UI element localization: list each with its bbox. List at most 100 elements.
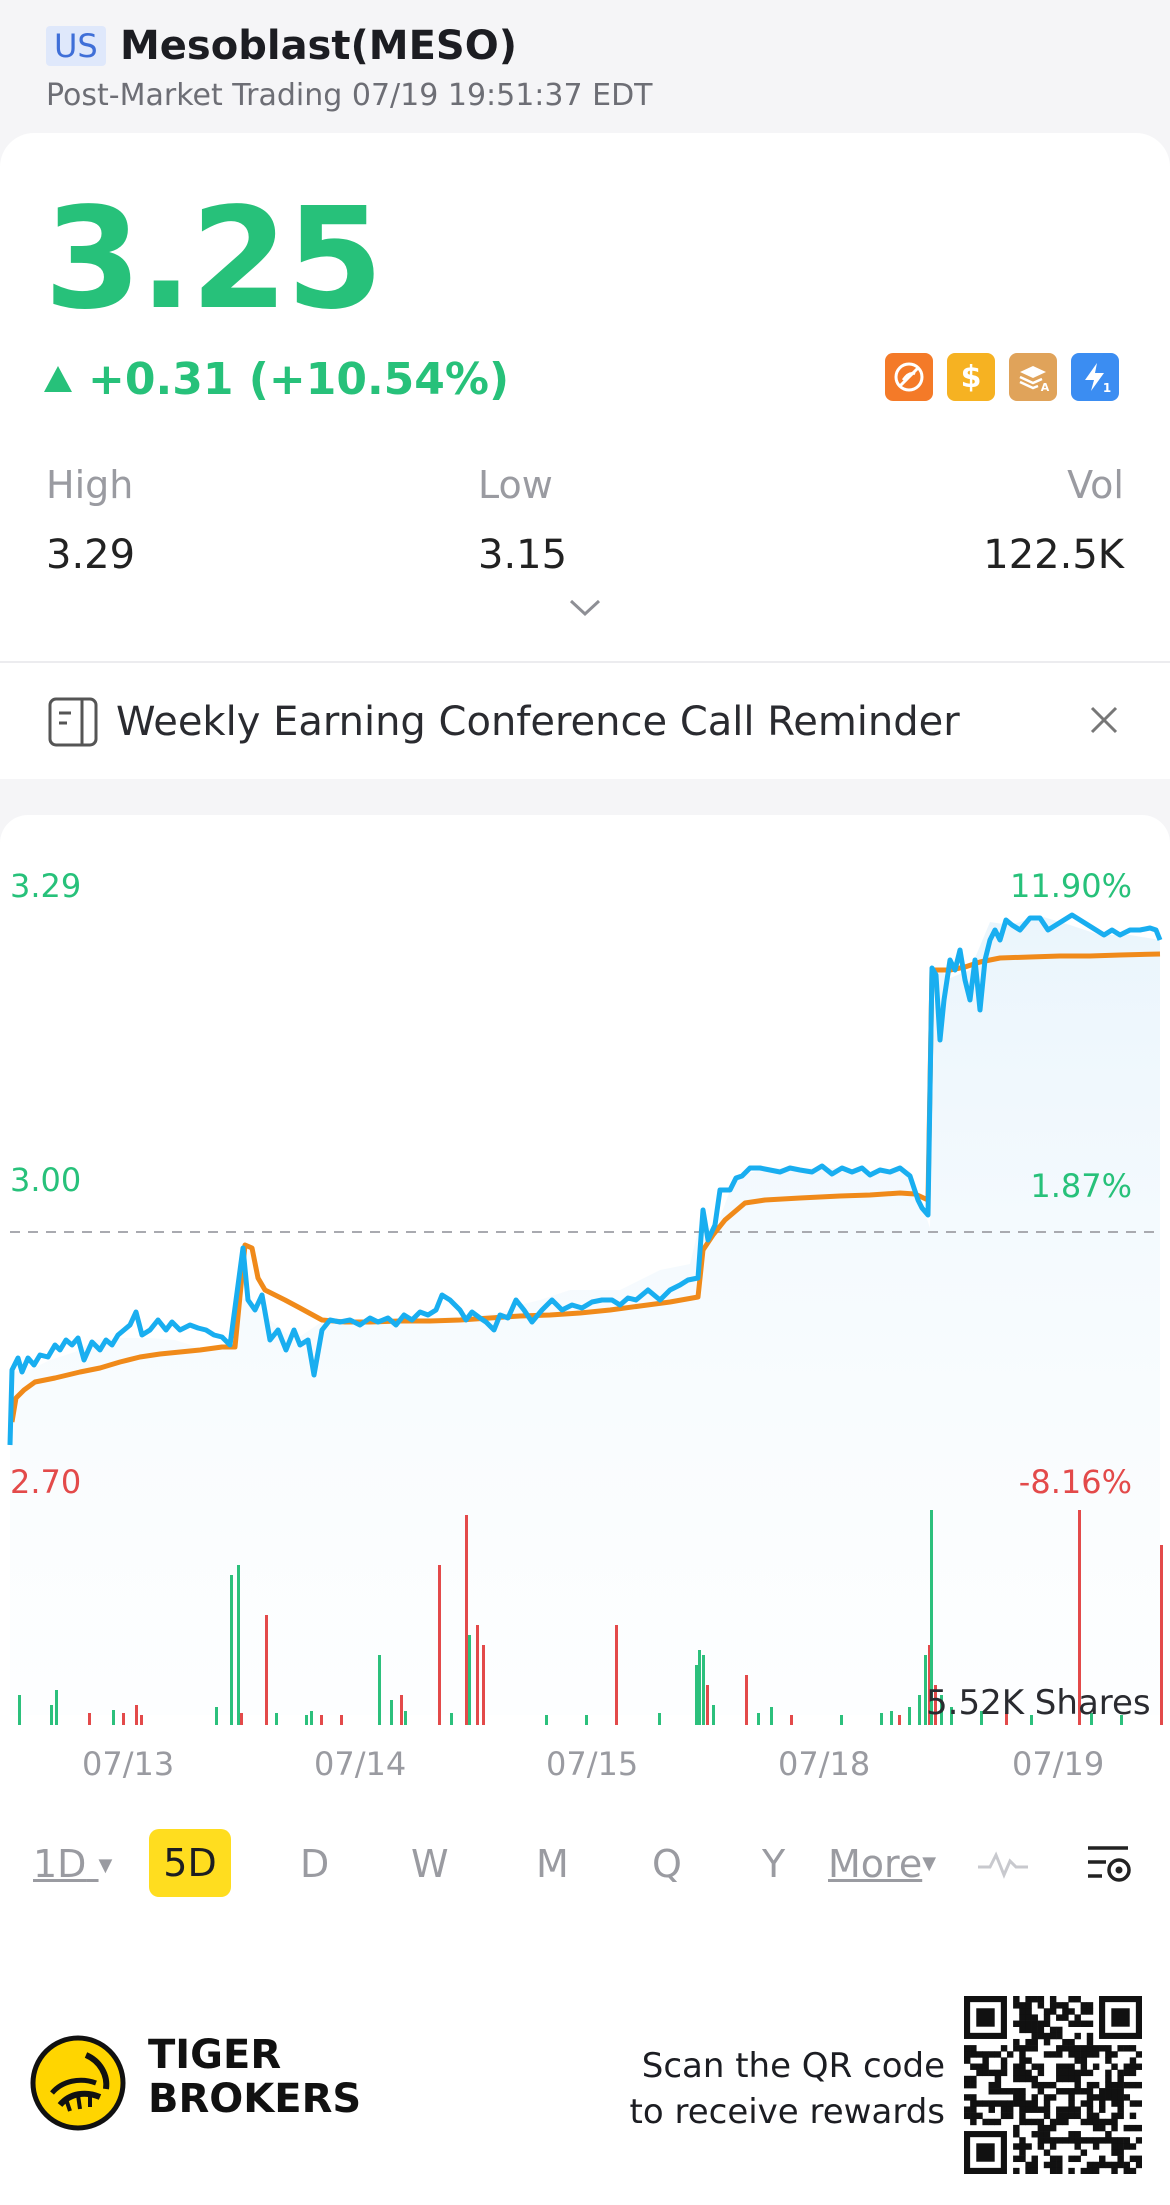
period-m[interactable]: M (536, 1842, 569, 1886)
dollar-icon[interactable]: $ (947, 353, 995, 401)
volume-bar (468, 1635, 471, 1725)
qr-code (964, 1996, 1142, 2174)
indicator-wave-icon[interactable] (976, 1845, 1030, 1885)
date-label: 07/15 (546, 1745, 639, 1783)
svg-text:$: $ (961, 360, 982, 394)
period-d[interactable]: D (300, 1842, 330, 1886)
volume-bar (770, 1707, 773, 1725)
period-5d[interactable]: 5D (149, 1829, 231, 1897)
y-top-price: 3.29 (10, 867, 82, 905)
chart-settings-icon[interactable] (1084, 1840, 1134, 1890)
high-value: 3.29 (46, 532, 136, 578)
stack-a-icon[interactable]: A (1009, 353, 1057, 401)
volume-bar (706, 1685, 709, 1725)
period-more[interactable]: More▼ (828, 1839, 936, 1889)
caret-down-icon: ▼ (98, 1855, 113, 1876)
volume-label: 5.52K Shares (926, 1683, 1151, 1723)
volume-bar (908, 1707, 911, 1725)
volume-bar (1090, 1713, 1093, 1725)
volume-bar (340, 1715, 343, 1725)
volume-bar (237, 1565, 240, 1725)
volume-bar (265, 1615, 268, 1725)
svg-text:1: 1 (1103, 381, 1111, 394)
volume-bar (545, 1715, 548, 1725)
scan-text: Scan the QR code to receive rewards (600, 2043, 945, 2135)
volume-bar (1078, 1510, 1081, 1725)
reminder-text[interactable]: Weekly Earning Conference Call Reminder (116, 699, 960, 745)
volume-bar (122, 1713, 125, 1725)
period-1d[interactable]: 1D ▼ (33, 1839, 112, 1891)
brand-line-2: BROKERS (148, 2076, 362, 2122)
date-label: 07/19 (1012, 1745, 1105, 1783)
stock-title[interactable]: Mesoblast(MESO) (120, 23, 517, 69)
volume-bar (934, 1685, 937, 1725)
high-label: High (46, 463, 134, 507)
volume-bar (898, 1715, 901, 1725)
date-label: 07/13 (82, 1745, 175, 1783)
volume-bar (465, 1515, 468, 1725)
no-short-icon[interactable] (885, 353, 933, 401)
period-y[interactable]: Y (762, 1842, 786, 1886)
section-gap (0, 779, 1170, 815)
volume-bar (140, 1715, 143, 1725)
volume-chart (18, 1510, 1163, 1725)
volume-bar (1030, 1715, 1033, 1725)
volume-bar (275, 1713, 278, 1725)
market-badge: US (46, 26, 106, 66)
volume-bar (585, 1715, 588, 1725)
price-area-fill (10, 916, 1160, 1715)
vol-value: 122.5K (983, 532, 1124, 578)
date-label: 07/18 (778, 1745, 871, 1783)
calendar-note-icon (46, 695, 100, 753)
volume-bar (438, 1565, 441, 1725)
volume-bar (658, 1713, 661, 1725)
volume-bar (88, 1713, 91, 1725)
period-q[interactable]: Q (652, 1842, 682, 1886)
y-top-pct: 11.90% (1009, 867, 1132, 905)
volume-bar (1120, 1715, 1123, 1725)
y-mid-price: 3.00 (10, 1161, 82, 1199)
up-arrow-icon (44, 366, 72, 392)
divider (0, 661, 1170, 663)
volume-bar (930, 1510, 933, 1725)
volume-bar (240, 1713, 243, 1725)
volume-bar (378, 1655, 381, 1725)
volume-bar (1005, 1713, 1008, 1725)
volume-bar (695, 1665, 698, 1725)
lightning-1-icon[interactable]: 1 (1071, 353, 1119, 401)
volume-bar (135, 1705, 138, 1725)
chevron-down-icon[interactable] (569, 598, 601, 622)
last-price: 3.25 (44, 178, 383, 341)
price-change: +0.31 (+10.54%) (44, 352, 509, 408)
price-line (7, 912, 1163, 1446)
volume-bar (757, 1713, 760, 1725)
volume-bar (698, 1650, 701, 1725)
header (0, 0, 1170, 130)
svg-text:A: A (1041, 381, 1050, 394)
volume-bar (702, 1655, 705, 1725)
period-1d-label: 1D (33, 1842, 87, 1886)
volume-bar (50, 1705, 53, 1725)
volume-bar (320, 1715, 323, 1725)
scan-line-2: to receive rewards (629, 2092, 945, 2132)
low-value: 3.15 (478, 532, 568, 578)
volume-bar (55, 1690, 58, 1725)
scan-line-1: Scan the QR code (641, 2046, 945, 2086)
y-mid-pct: 1.87% (1030, 1167, 1132, 1205)
feature-badges: $ A 1 (885, 353, 1130, 403)
volume-bar (310, 1711, 313, 1725)
reminder-bar[interactable] (0, 663, 1170, 779)
volume-bar (482, 1645, 485, 1725)
volume-bar (712, 1705, 715, 1725)
volume-bar (215, 1707, 218, 1725)
volume-bar (924, 1655, 927, 1725)
period-w[interactable]: W (411, 1842, 449, 1886)
y-bot-pct: -8.16% (1018, 1463, 1132, 1501)
volume-bar (790, 1715, 793, 1725)
price-chart[interactable] (0, 815, 1170, 1745)
y-bot-price: 2.70 (10, 1463, 82, 1501)
close-icon[interactable] (1086, 702, 1122, 742)
volume-bar (390, 1700, 393, 1725)
volume-bar (918, 1695, 921, 1725)
volume-bar (615, 1625, 618, 1725)
